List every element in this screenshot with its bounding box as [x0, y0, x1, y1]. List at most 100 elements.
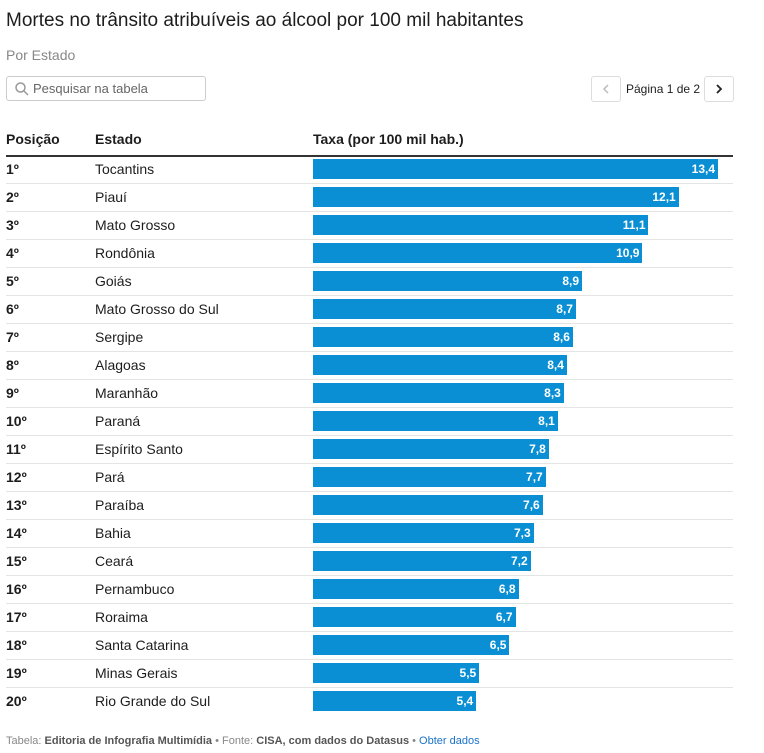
state-cell: Santa Catarina	[95, 637, 189, 653]
footer: Tabela: Editoria de Infografia Multimídi…	[6, 735, 480, 747]
value-label: 7,3	[513, 526, 531, 540]
title: Mortes no trânsito atribuíveis ao álcool…	[6, 10, 524, 31]
bar	[313, 467, 546, 487]
footer-text: Fonte:	[222, 735, 254, 747]
value-label: 8,3	[544, 386, 561, 400]
search-box[interactable]: Pesquisar na tabela	[6, 76, 206, 101]
row-separator	[6, 407, 733, 408]
row-separator	[6, 211, 733, 212]
value-label: 6,7	[495, 610, 513, 624]
footer-sep: •	[215, 735, 219, 747]
state-cell: Pernambuco	[95, 581, 175, 597]
value-label: 8,7	[556, 302, 573, 316]
value-label: 13,4	[691, 162, 715, 176]
rank-cell: 4º	[6, 245, 19, 261]
next-page-button[interactable]	[704, 76, 734, 102]
value-label: 10,9	[616, 246, 640, 260]
value-label: 11,1	[622, 218, 646, 232]
bar	[313, 607, 516, 627]
column-header: Estado	[95, 131, 142, 147]
rank-cell: 18º	[6, 637, 27, 653]
rank-cell: 8º	[6, 357, 19, 373]
state-cell: Paraíba	[95, 497, 145, 513]
bar	[313, 159, 718, 179]
rank-cell: 13º	[6, 497, 27, 513]
value-label: 7,7	[526, 470, 543, 484]
bar	[313, 495, 543, 515]
rank-cell: 3º	[6, 217, 19, 233]
state-cell: Maranhão	[95, 385, 159, 401]
rank-cell: 6º	[6, 301, 19, 317]
row-separator	[6, 687, 733, 688]
rank-cell: 1º	[6, 161, 19, 177]
row-separator	[6, 379, 733, 380]
bar	[313, 383, 564, 403]
bar	[313, 327, 573, 347]
row-separator	[6, 631, 733, 632]
state-cell: Goiás	[95, 273, 132, 289]
bar	[313, 635, 510, 655]
page-indicator: Página 1 de 2	[626, 82, 701, 96]
state-cell: Roraima	[95, 609, 148, 625]
value-label: 7,6	[523, 498, 540, 512]
state-cell: Rondônia	[95, 245, 155, 261]
rank-cell: 15º	[6, 553, 27, 569]
rank-cell: 14º	[6, 525, 27, 541]
bar	[313, 271, 582, 291]
search-icon	[15, 82, 29, 96]
column-header: Posição	[6, 131, 60, 147]
row-separator	[6, 323, 733, 324]
state-cell: Piauí	[95, 189, 127, 205]
value-label: 8,1	[538, 414, 555, 428]
value-label: 5,5	[459, 666, 477, 680]
footer-sep: •	[412, 735, 416, 747]
bar	[313, 187, 679, 207]
column-header: Taxa (por 100 mil hab.)	[313, 131, 464, 147]
rank-cell: 20º	[6, 693, 27, 709]
value-label: 7,8	[529, 442, 546, 456]
row-separator	[6, 295, 733, 296]
row-separator	[6, 267, 733, 268]
bar	[313, 439, 549, 459]
state-cell: Ceará	[95, 553, 134, 569]
get-data-link[interactable]: Obter dados	[419, 735, 480, 747]
rank-cell: 10º	[6, 413, 27, 429]
row-separator	[6, 575, 733, 576]
value-label: 5,4	[456, 694, 474, 708]
prev-page-button[interactable]	[591, 76, 621, 102]
row-separator	[6, 659, 733, 660]
state-cell: Alagoas	[95, 357, 146, 373]
bar	[313, 215, 649, 235]
value-label: 6,5	[489, 638, 507, 652]
footer-text: Tabela:	[6, 735, 42, 747]
value-label: 8,9	[562, 274, 579, 288]
row-separator	[6, 519, 733, 520]
rank-cell: 11º	[6, 441, 26, 457]
rank-cell: 12º	[6, 469, 27, 485]
state-cell: Bahia	[95, 525, 131, 541]
rank-cell: 7º	[6, 329, 19, 345]
footer-author: Editoria de Infografia Multimídia	[44, 735, 213, 747]
row-separator	[6, 463, 733, 464]
bar	[313, 523, 534, 543]
subtitle: Por Estado	[6, 47, 76, 63]
row-separator	[6, 603, 733, 604]
value-label: 8,6	[553, 330, 570, 344]
state-cell: Pará	[95, 469, 125, 485]
row-separator	[6, 183, 733, 184]
bar	[313, 299, 576, 319]
bar	[313, 691, 477, 711]
bar	[313, 243, 643, 263]
value-label: 7,2	[510, 554, 528, 568]
row-separator	[6, 491, 733, 492]
state-cell: Espírito Santo	[95, 441, 183, 457]
header-rule	[6, 155, 733, 157]
rank-cell: 2º	[6, 189, 19, 205]
rank-cell: 16º	[6, 581, 27, 597]
rank-cell: 5º	[6, 273, 19, 289]
rank-cell: 19º	[6, 665, 27, 681]
value-label: 12,1	[652, 190, 676, 204]
bar	[313, 355, 567, 375]
row-separator	[6, 435, 733, 436]
